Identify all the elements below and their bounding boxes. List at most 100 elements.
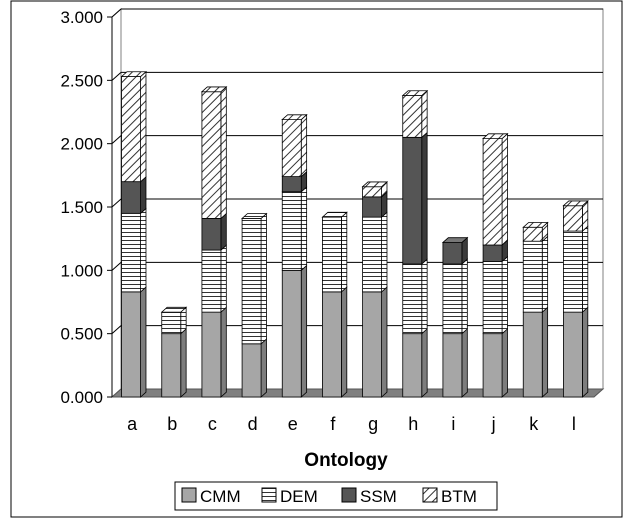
- bar-front: [201, 91, 222, 219]
- bar-side: [341, 286, 348, 398]
- bar-side: [421, 89, 428, 139]
- bar-segment-dem-l: [563, 225, 589, 314]
- bar-front: [402, 333, 423, 398]
- x-tick-label: b: [167, 414, 177, 434]
- legend-item-dem: DEM: [261, 487, 318, 506]
- bar-front: [402, 95, 423, 138]
- bar-front: [201, 311, 222, 398]
- bar-front: [402, 263, 423, 335]
- bar-group-j: [482, 132, 509, 398]
- y-tick-label: 1.500: [60, 198, 103, 217]
- bar-group-g: [361, 181, 389, 398]
- y-tick-label: 2.000: [60, 135, 103, 154]
- bar-side: [541, 306, 549, 398]
- bar-segment-btm-k: [522, 221, 549, 243]
- legend-swatch: [422, 487, 438, 503]
- bar-front: [482, 244, 503, 262]
- bar-front: [161, 311, 182, 335]
- x-tick-label: k: [529, 414, 539, 434]
- bar-front: [161, 333, 182, 398]
- x-tick-label: a: [127, 414, 138, 434]
- bar-segment-dem-b: [160, 306, 188, 335]
- bar-side: [140, 207, 147, 293]
- bar-top: [321, 211, 348, 218]
- bar-top: [241, 213, 268, 219]
- bar-front: [362, 196, 382, 218]
- bar-side: [300, 264, 308, 398]
- gridline-side: [111, 198, 122, 208]
- bar-front: [281, 119, 302, 177]
- legend-label: SSM: [360, 487, 397, 506]
- bar-segment-cmm-c: [201, 306, 227, 398]
- bar-group-l: [562, 200, 589, 398]
- bar-segment-dem-f: [321, 211, 348, 293]
- bar-side: [461, 258, 468, 335]
- bar-side: [220, 244, 227, 314]
- bar-side: [260, 338, 267, 398]
- bar-segment-dem-k: [522, 235, 549, 314]
- bar-front: [241, 217, 262, 345]
- bar-segment-btm-j: [482, 132, 509, 246]
- bar-group-i: [441, 236, 469, 398]
- bar-segment-btm-h: [401, 89, 429, 139]
- bar-front: [442, 263, 463, 335]
- bar-segment-cmm-d: [241, 338, 267, 398]
- bar-top: [522, 222, 549, 228]
- bar-segment-cmm-k: [522, 306, 549, 398]
- bar-side: [421, 327, 428, 398]
- bar-front: [121, 291, 141, 398]
- bar-side: [501, 327, 508, 398]
- bar-front: [482, 138, 503, 246]
- bar-segment-btm-a: [120, 70, 148, 183]
- bar-segment-cmm-a: [121, 286, 147, 398]
- x-tick-label: g: [368, 414, 378, 434]
- bar-segment-ssm-i: [441, 236, 469, 265]
- y-tick-label: 0.500: [60, 325, 103, 344]
- bar-group-b: [160, 306, 188, 398]
- bar-top: [482, 133, 509, 140]
- bar-front: [241, 343, 262, 398]
- bar-segment-cmm-j: [482, 327, 508, 398]
- bar-group-c: [200, 86, 228, 398]
- legend-label: CMM: [200, 487, 241, 506]
- bar-front: [482, 333, 503, 398]
- x-tick-label: f: [330, 414, 336, 434]
- bar-front: [121, 212, 141, 293]
- bar-segment-btm-g: [361, 181, 389, 198]
- bar-front: [362, 216, 382, 293]
- bar-segment-dem-c: [201, 244, 227, 314]
- bar-segment-dem-g: [362, 211, 388, 293]
- x-axis-title: Ontology: [304, 450, 388, 471]
- bar-front: [563, 311, 583, 398]
- bar-side: [341, 211, 348, 293]
- bar-group-f: [321, 211, 348, 398]
- bar-side: [381, 286, 388, 398]
- bar-front: [121, 76, 141, 183]
- bar-front: [281, 191, 302, 271]
- x-tick-label: l: [572, 414, 576, 434]
- bar-segment-dem-e: [281, 186, 308, 272]
- bar-top: [200, 86, 228, 93]
- gridline-side: [111, 261, 122, 271]
- bar-front: [201, 217, 222, 251]
- legend-item-btm: BTM: [422, 487, 477, 506]
- bar-front: [121, 181, 141, 214]
- gridlines: [107, 8, 603, 398]
- bar-front: [201, 249, 222, 313]
- bar-side: [501, 255, 508, 335]
- bar-segment-ssm-g: [362, 191, 388, 219]
- legend: CMM DEM SSM BTM: [174, 481, 498, 511]
- bar-front: [563, 205, 583, 232]
- bars: [120, 70, 589, 398]
- bar-front: [442, 333, 463, 398]
- gridline-side: [111, 71, 122, 81]
- bar-front: [322, 291, 342, 398]
- bar-segment-ssm-h: [402, 131, 428, 265]
- bar-top: [120, 71, 148, 77]
- bar-front: [281, 176, 302, 193]
- x-axis-tick-labels: a b c d e f g h i j k l: [127, 414, 576, 434]
- x-tick-label: i: [451, 414, 455, 434]
- bar-front: [522, 240, 543, 313]
